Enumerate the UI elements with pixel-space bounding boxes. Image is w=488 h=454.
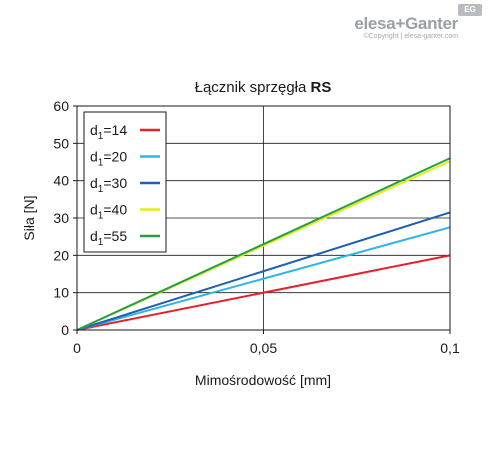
series-line-d1-55 [76, 157, 451, 331]
brand-badge: EG [458, 4, 482, 16]
series-lines [76, 157, 451, 331]
legend: d1=14 d1=20 d1=30 d1=40 d1=55 [83, 111, 167, 253]
series-line-d1-14 [76, 254, 451, 331]
x-tick-label: 0,05 [250, 340, 277, 356]
chart-title: Łącznik sprzęgła RS [195, 79, 332, 96]
legend-label: d1=20 [90, 149, 127, 169]
brand-logo: elesa+Ganter ©Copyright | elesa-ganter.c… [354, 14, 458, 40]
legend-label: d1=14 [90, 122, 127, 142]
brand-name: elesa+Ganter [354, 14, 458, 33]
x-tick-label: 0 [73, 340, 81, 356]
y-tick-label: 60 [53, 98, 69, 114]
y-tick-label: 40 [53, 173, 69, 189]
legend-label: d1=55 [90, 228, 127, 248]
series-line-d1-30 [76, 211, 451, 331]
y-tick-label: 20 [53, 247, 69, 263]
series-line-d1-20 [76, 226, 451, 331]
legend-label: d1=30 [90, 175, 127, 195]
x-tick-label: 0,1 [440, 340, 460, 356]
y-tick-label: 10 [53, 285, 69, 301]
legend-label: d1=40 [90, 202, 127, 222]
y-tick-label: 50 [53, 135, 69, 151]
y-tick-label: 0 [61, 322, 69, 338]
brand-copyright: ©Copyright | elesa-ganter.com [363, 33, 458, 40]
y-tick-label: 30 [53, 210, 69, 226]
tick-labels: 0 10 20 30 40 50 60 0 0,05 0,1 [53, 98, 460, 356]
y-axis-label: Siła [N] [21, 195, 37, 240]
x-axis-label: Mimośrodowość [mm] [195, 372, 331, 388]
